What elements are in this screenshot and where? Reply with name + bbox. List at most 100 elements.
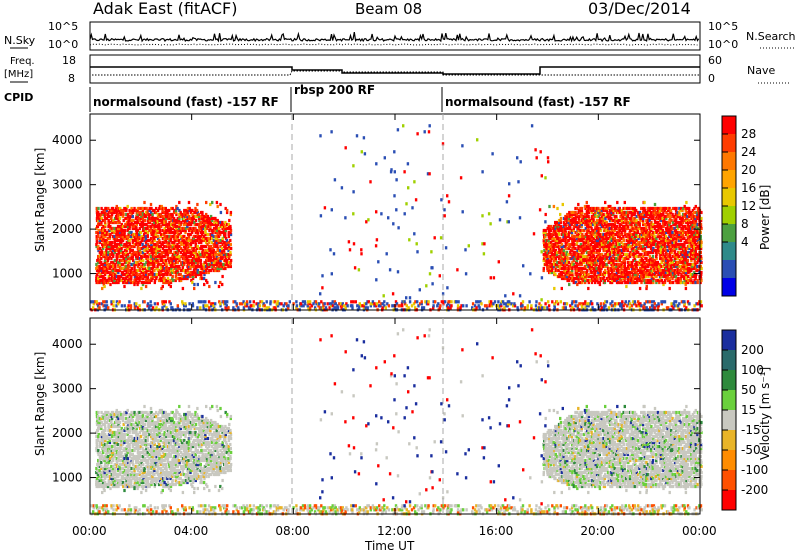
power-cell [634,252,637,257]
power-cell [680,216,683,221]
power-cell [146,258,149,263]
power-cell [603,244,607,249]
power-cell [549,228,552,233]
power-cell [636,222,640,227]
power-cell [195,260,198,265]
power-cell [638,268,642,273]
power-cell [612,268,616,273]
power-cell [678,206,681,211]
power-cell [684,256,688,261]
power-cell [653,268,656,273]
power-cell [620,230,623,235]
power-cell [154,232,158,237]
power-cell [589,254,592,259]
power-cell [212,260,216,265]
power-cell [208,248,211,253]
power-cell [189,250,192,255]
power-cell [587,286,590,291]
power-cell [179,212,183,217]
power-cell [592,274,595,279]
power-cell [554,238,557,243]
power-cell [635,208,638,213]
power-cell [138,248,142,253]
power-cell [684,268,688,273]
power-cell [590,260,593,265]
power-cell [196,244,199,249]
power-cell [608,218,612,223]
power-cell [159,212,162,217]
power-cell [169,280,173,285]
power-cell [223,302,226,306]
power-cell [173,244,176,249]
power-cell [156,218,159,223]
power-cell [323,302,326,306]
power-cell [630,218,633,223]
power-cell [159,234,162,239]
power-cell [657,270,660,275]
power-cell [639,266,642,271]
power-cell [590,220,593,225]
power-cell [224,300,227,304]
power-cell [189,240,193,245]
power-cell [157,262,161,267]
power-cell [567,232,570,237]
power-cell [548,204,551,209]
power-cell [655,256,658,261]
power-cell [650,240,653,245]
power-cell [97,276,100,281]
power-cell [140,286,143,291]
power-cell [633,210,637,215]
power-cell [133,206,136,211]
power-cell [640,270,643,275]
power-cell [671,206,675,211]
power-cell [178,212,181,217]
power-cell [570,230,574,235]
power-cell [216,218,219,223]
power-cell [104,224,107,229]
power-cell [105,262,109,267]
power-cell [598,262,602,267]
power-cell [207,236,210,241]
power-cell [373,302,376,306]
power-cell [633,216,637,221]
power-cell [668,286,671,291]
power-cell [125,250,128,255]
power-cell [660,244,663,249]
power-cell [588,264,592,269]
power-cell [600,212,603,217]
power-cell [120,250,123,255]
power-cell [124,280,127,285]
power-cell [211,222,215,227]
power-cell [96,214,99,219]
power-cell [635,244,638,249]
power-cell [186,268,189,273]
power-cell [128,246,132,251]
power-cell [148,206,151,211]
power-cell [192,236,195,241]
power-cell [192,248,196,253]
power-cell [686,268,690,273]
power-cell [194,248,197,253]
power-cell [551,262,554,267]
power-cell [98,236,101,241]
nsky-panel [89,21,701,51]
power-cell [147,256,150,261]
power-cell [115,268,118,273]
power-cell [615,256,618,261]
power-cell [589,258,592,263]
power-cell [217,256,220,261]
power-cell [138,276,142,281]
power-cell [613,248,617,253]
power-cell [655,280,658,285]
power-cell [202,234,206,239]
power-cell [125,212,128,217]
power-cell [573,264,577,269]
power-cell [162,266,165,271]
power-cell [125,268,128,273]
power-cell [194,238,197,243]
power-cell [696,210,699,215]
power-cell [123,236,126,241]
power-cell [122,280,125,285]
power-cell [174,278,177,283]
power-cell [581,238,584,243]
